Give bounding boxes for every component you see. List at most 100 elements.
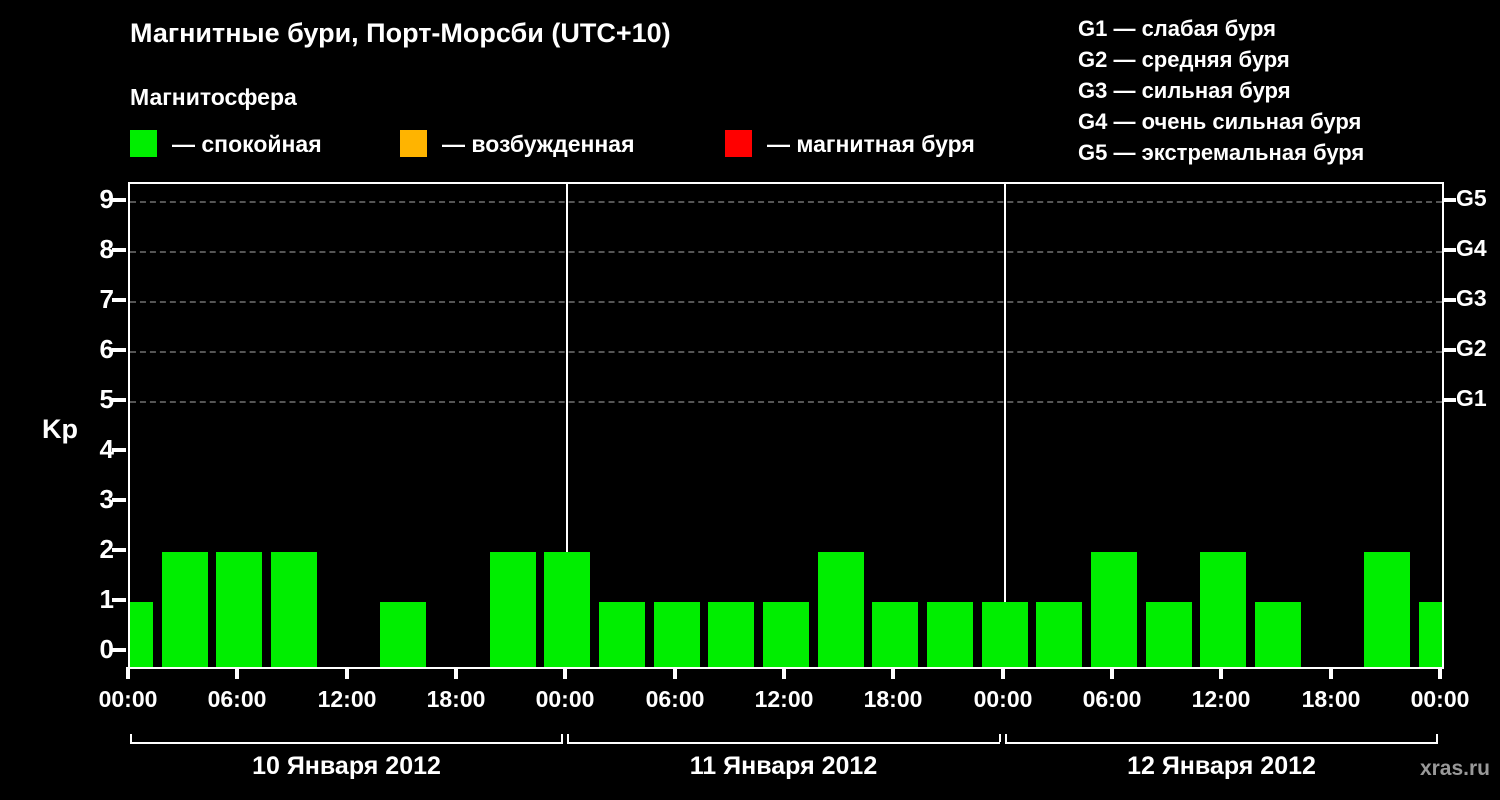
x-tick-label: 18:00 (426, 686, 486, 712)
page-title: Магнитные бури, Порт-Морсби (UTC+10) (130, 18, 671, 48)
y-tick-label-4: 4 (99, 434, 114, 464)
kp-bar (1091, 552, 1137, 667)
date-label: 12 Января 2012 (1127, 752, 1316, 780)
gridline-kp6 (130, 351, 1442, 353)
date-bracket-line (130, 742, 563, 744)
x-tick-label: 00:00 (1410, 686, 1470, 712)
x-tick-label: 00:00 (98, 686, 158, 712)
right-axis-label-g1: G1 (1456, 385, 1487, 411)
y-tick-label-2: 2 (99, 534, 114, 564)
y-tick-mark (112, 198, 126, 202)
x-tick-label: 00:00 (535, 686, 595, 712)
y-tick-label-1: 1 (99, 584, 114, 614)
legend-label-storm: — магнитная буря (767, 131, 975, 157)
magnetosphere-label: Магнитосфера (130, 84, 297, 110)
x-tick-mark (1110, 667, 1114, 679)
y-tick-label-8: 8 (99, 234, 114, 264)
date-bracket-line (567, 742, 1000, 744)
y-tick-mark (112, 548, 126, 552)
kp-bar (708, 602, 754, 667)
storm-scale-item-g4: G4 — очень сильная буря (1078, 109, 1362, 134)
x-tick-mark (1001, 667, 1005, 679)
right-tick-mark (1442, 198, 1456, 202)
x-tick-label: 12:00 (317, 686, 377, 712)
right-axis-label-g5: G5 (1456, 185, 1487, 211)
y-tick-mark (112, 348, 126, 352)
kp-bar (872, 602, 918, 667)
x-tick-mark (235, 667, 239, 679)
x-tick-mark (1219, 667, 1223, 679)
kp-bar (1200, 552, 1246, 667)
legend-label-excited: — возбужденная (442, 131, 635, 157)
watermark: xras.ru (1419, 757, 1490, 780)
legend-label-quiet: — спокойная (172, 131, 322, 157)
x-tick-label: 18:00 (1301, 686, 1361, 712)
y-tick-label-7: 7 (99, 284, 114, 314)
y-tick-mark (112, 398, 126, 402)
date-bracket-tick (130, 734, 132, 742)
y-tick-mark (112, 248, 126, 252)
kp-bar (130, 602, 153, 667)
x-tick-mark (345, 667, 349, 679)
date-bracket-tick (567, 734, 569, 742)
x-tick-label: 12:00 (754, 686, 814, 712)
y-tick-label-0: 0 (99, 634, 114, 664)
kp-bar (982, 602, 1028, 667)
date-bracket-line (1005, 742, 1438, 744)
kp-bar (1036, 602, 1082, 667)
kp-bar (1146, 602, 1192, 667)
x-tick-mark (126, 667, 130, 679)
y-tick-label-6: 6 (99, 334, 114, 364)
x-tick-label: 00:00 (973, 686, 1033, 712)
y-tick-label-3: 3 (99, 484, 114, 514)
storm-scale-item-g2: G2 — средняя буря (1078, 47, 1290, 72)
kp-bar (599, 602, 645, 667)
day-divider-line (566, 184, 568, 667)
date-label: 11 Января 2012 (689, 752, 878, 780)
right-tick-mark (1442, 348, 1456, 352)
storm-scale-item-g1: G1 — слабая буря (1078, 16, 1277, 41)
kp-bar (1419, 602, 1442, 667)
kp-bar (1364, 552, 1410, 667)
kp-bar (818, 552, 864, 667)
plot-area (128, 182, 1444, 669)
x-tick-mark (782, 667, 786, 679)
kp-bar (763, 602, 809, 667)
legend-swatch-quiet (130, 130, 157, 157)
gridline-kp9 (130, 201, 1442, 203)
y-tick-label-9: 9 (99, 184, 114, 214)
y-tick-mark (112, 298, 126, 302)
y-tick-mark (112, 448, 126, 452)
kp-bar (216, 552, 262, 667)
x-tick-mark (891, 667, 895, 679)
kp-bar (380, 602, 426, 667)
date-bracket-tick (561, 734, 563, 742)
x-tick-mark (563, 667, 567, 679)
legend-swatch-storm (725, 130, 752, 157)
kp-bar (162, 552, 208, 667)
right-axis-label-g2: G2 (1456, 335, 1487, 361)
kp-bar (490, 552, 536, 667)
gridline-kp7 (130, 301, 1442, 303)
date-label: 10 Января 2012 (252, 752, 441, 780)
kp-bar (1255, 602, 1301, 667)
right-tick-mark (1442, 398, 1456, 402)
right-tick-mark (1442, 248, 1456, 252)
day-divider-line (1004, 184, 1006, 667)
storm-scale-item-g5: G5 — экстремальная буря (1078, 140, 1365, 165)
x-tick-label: 06:00 (207, 686, 267, 712)
y-tick-label-5: 5 (99, 384, 114, 414)
kp-bar (927, 602, 973, 667)
right-axis-label-g3: G3 (1456, 285, 1487, 311)
x-tick-mark (1329, 667, 1333, 679)
kp-bar (271, 552, 317, 667)
date-bracket-tick (1436, 734, 1438, 742)
x-tick-label: 18:00 (863, 686, 923, 712)
gridline-kp8 (130, 251, 1442, 253)
kp-bar (544, 552, 590, 667)
date-bracket-tick (1005, 734, 1007, 742)
y-tick-mark (112, 598, 126, 602)
x-tick-label: 12:00 (1191, 686, 1251, 712)
date-bracket-tick (999, 734, 1001, 742)
